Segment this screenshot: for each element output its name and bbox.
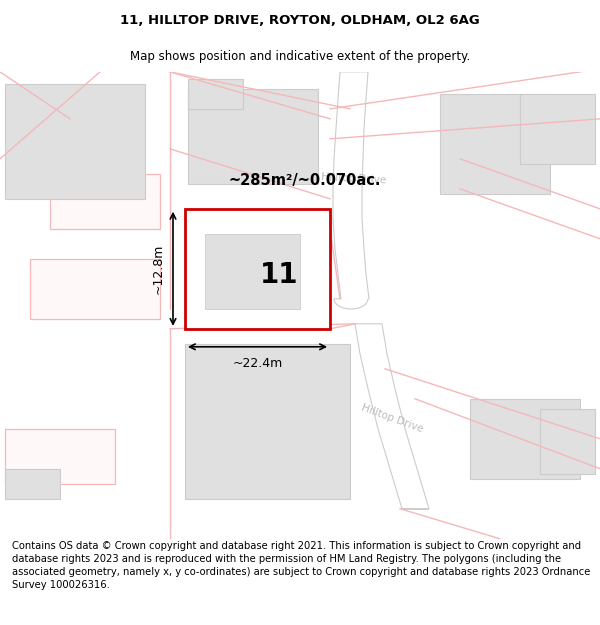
Bar bbox=[470, 399, 580, 479]
Bar bbox=[520, 94, 595, 164]
Text: Hilltop Drive: Hilltop Drive bbox=[360, 403, 424, 434]
Text: 11: 11 bbox=[260, 261, 299, 289]
Polygon shape bbox=[333, 72, 369, 309]
Bar bbox=[188, 79, 243, 109]
Text: Hilltop Drive: Hilltop Drive bbox=[321, 172, 387, 186]
Text: 11, HILLTOP DRIVE, ROYTON, OLDHAM, OL2 6AG: 11, HILLTOP DRIVE, ROYTON, OLDHAM, OL2 6… bbox=[120, 14, 480, 27]
Text: ~22.4m: ~22.4m bbox=[232, 357, 283, 370]
Text: ~12.8m: ~12.8m bbox=[152, 244, 165, 294]
Polygon shape bbox=[355, 324, 429, 509]
Bar bbox=[188, 89, 318, 184]
Text: ~285m²/~0.070ac.: ~285m²/~0.070ac. bbox=[229, 173, 381, 188]
Bar bbox=[205, 234, 300, 309]
Bar bbox=[440, 94, 550, 194]
Bar bbox=[5, 429, 115, 484]
Bar bbox=[50, 174, 160, 229]
Bar bbox=[185, 209, 330, 329]
Bar bbox=[5, 84, 145, 199]
Bar bbox=[30, 259, 160, 319]
Bar bbox=[5, 469, 60, 499]
Bar bbox=[540, 409, 595, 474]
Text: Map shows position and indicative extent of the property.: Map shows position and indicative extent… bbox=[130, 49, 470, 62]
Bar bbox=[185, 344, 350, 499]
Text: Contains OS data © Crown copyright and database right 2021. This information is : Contains OS data © Crown copyright and d… bbox=[12, 541, 590, 590]
